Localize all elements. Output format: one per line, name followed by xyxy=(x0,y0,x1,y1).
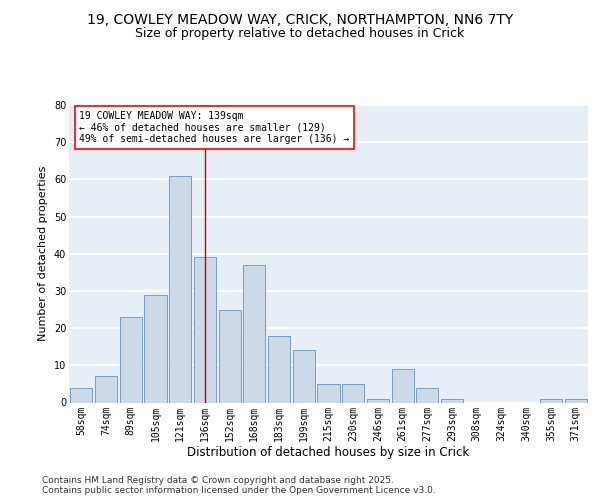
Y-axis label: Number of detached properties: Number of detached properties xyxy=(38,166,48,342)
Bar xyxy=(565,399,587,402)
Bar xyxy=(392,369,414,402)
Text: Contains HM Land Registry data © Crown copyright and database right 2025.
Contai: Contains HM Land Registry data © Crown c… xyxy=(42,476,436,495)
Bar xyxy=(95,376,117,402)
Bar xyxy=(218,310,241,402)
Bar xyxy=(145,294,167,403)
Bar xyxy=(367,399,389,402)
Bar xyxy=(416,388,439,402)
Text: Size of property relative to detached houses in Crick: Size of property relative to detached ho… xyxy=(136,28,464,40)
Bar xyxy=(70,388,92,402)
X-axis label: Distribution of detached houses by size in Crick: Distribution of detached houses by size … xyxy=(187,446,470,459)
Bar xyxy=(342,384,364,402)
Bar xyxy=(169,176,191,402)
Text: 19 COWLEY MEADOW WAY: 139sqm
← 46% of detached houses are smaller (129)
49% of s: 19 COWLEY MEADOW WAY: 139sqm ← 46% of de… xyxy=(79,111,350,144)
Bar xyxy=(268,336,290,402)
Text: 19, COWLEY MEADOW WAY, CRICK, NORTHAMPTON, NN6 7TY: 19, COWLEY MEADOW WAY, CRICK, NORTHAMPTO… xyxy=(87,12,513,26)
Bar xyxy=(119,317,142,402)
Bar xyxy=(540,399,562,402)
Bar xyxy=(194,258,216,402)
Bar xyxy=(243,265,265,402)
Bar xyxy=(317,384,340,402)
Bar xyxy=(441,399,463,402)
Bar xyxy=(293,350,315,403)
